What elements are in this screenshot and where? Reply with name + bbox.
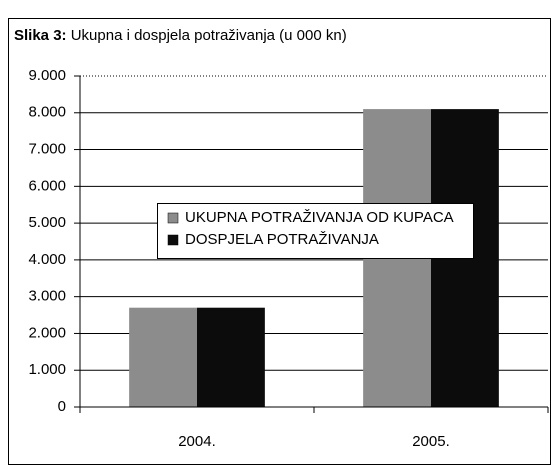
title-label: Slika 3: [14,27,67,44]
y-tick-label: 5.000 [28,214,66,231]
legend: UKUPNA POTRAŽIVANJA OD KUPACA DOSPJELA PO… [157,203,474,259]
y-tick-label: 6.000 [28,177,66,194]
bar [129,307,197,407]
y-tick-label: 8.000 [28,104,66,121]
y-tick-label: 1.000 [28,361,66,378]
legend-label: DOSPJELA POTRAŽIVANJA [185,231,379,248]
y-tick-label: 9.000 [28,67,66,84]
chart-title: Slika 3: Ukupna i dospjela potraživanja … [14,27,347,44]
y-tick-label: 4.000 [28,251,66,268]
y-tick-label: 2.000 [28,324,66,341]
legend-label: UKUPNA POTRAŽIVANJA OD KUPACA [185,209,454,226]
y-tick-label: 3.000 [28,288,66,305]
legend-swatch [167,234,179,246]
y-tick-label: 0 [58,398,66,415]
title-text: Ukupna i dospjela potraživanja (u 000 kn… [71,27,347,44]
legend-box [157,203,474,259]
bar [197,307,265,407]
y-tick-label: 7.000 [28,141,66,158]
legend-swatch [167,212,179,224]
x-tick-label: 2005. [412,433,450,450]
x-tick-label: 2004. [178,433,216,450]
